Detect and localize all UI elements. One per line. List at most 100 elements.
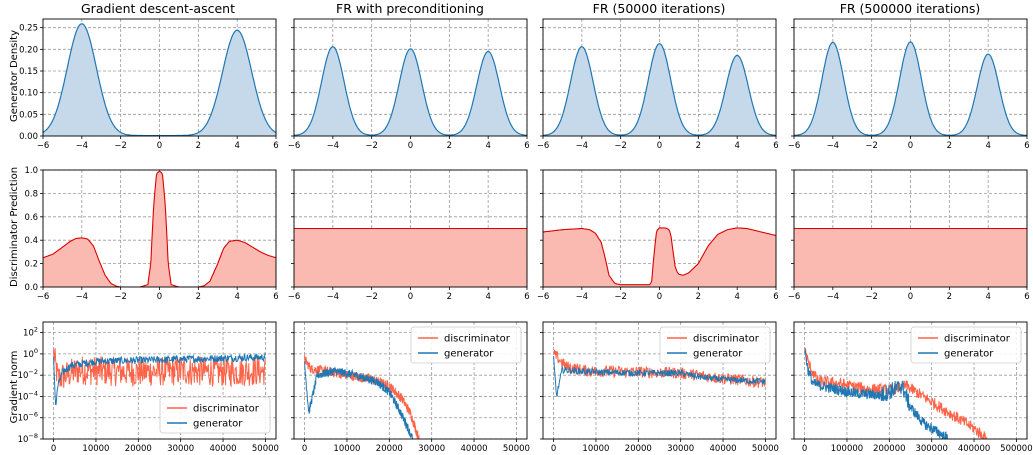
- ytick-label: 0.25: [19, 24, 38, 34]
- legend-label-generator: generator: [693, 349, 743, 360]
- panel-r2-c3: 0 100000 200000 300000 400000 500000 discrimin…: [791, 321, 1033, 454]
- density-fill: [543, 43, 776, 136]
- discriminator-norm-line: [304, 355, 420, 439]
- plot-marks: [53, 347, 266, 406]
- generator-norm-line: [304, 361, 414, 439]
- xtick-label: −2: [114, 292, 127, 302]
- xtick-label: 4: [485, 292, 490, 302]
- legend: discriminator generator: [410, 326, 522, 364]
- plot-marks: [43, 170, 276, 287]
- axes-frame: [293, 321, 528, 440]
- panel-r1-c2: −6 −4 −2 0 2 4 6: [537, 169, 779, 302]
- axes-frame: [793, 18, 1028, 137]
- panel-r2-c2: 0 10000 20000 30000 40000 50000 discriminator g…: [540, 321, 779, 454]
- xtick-label: −4: [576, 141, 589, 151]
- xtick-label: −4: [576, 292, 589, 302]
- xtick-label: −2: [114, 141, 127, 151]
- xtick-label: 0: [157, 141, 162, 151]
- xtick-label: 0: [657, 292, 662, 302]
- xtick-label: −6: [288, 292, 301, 302]
- axes-frame: [542, 18, 777, 137]
- xtick-label: −2: [865, 292, 878, 302]
- ytick-label: 0.00: [19, 132, 38, 142]
- legend-label-discriminator: discriminator: [944, 334, 1011, 345]
- ytick-label: 0.4: [24, 236, 38, 246]
- xtick-label: −6: [788, 141, 801, 151]
- ytick-label: 102: [23, 326, 38, 339]
- xtick-label: −2: [865, 141, 878, 151]
- panel-title-fr-preconditioning: FR with preconditioning: [336, 1, 484, 16]
- xtick-label: −2: [365, 292, 378, 302]
- xtick-label: 2: [696, 141, 701, 151]
- xtick-label: 0: [657, 141, 662, 151]
- ytick-label: 0.15: [19, 67, 38, 77]
- axes-frame: [542, 321, 777, 440]
- ytick-label: 1.0: [24, 166, 38, 176]
- xtick-label: 2: [947, 141, 952, 151]
- xtick-label: 20000: [125, 444, 152, 454]
- legend-label-generator: generator: [944, 349, 994, 360]
- xtick-label: 4: [985, 292, 990, 302]
- ticks: −6 −4 −2 0 2 4 6: [537, 27, 779, 151]
- xtick-label: 4: [234, 292, 239, 302]
- xtick-label: −4: [327, 292, 340, 302]
- plot-area: −6 −4 −2 0 2 4 60.000.050.100.150.200.25−6 −4 −2…: [18, 18, 1033, 454]
- xtick-label: 0: [908, 141, 913, 151]
- xtick-label: 0: [908, 292, 913, 302]
- ytick-label: 0.2: [24, 260, 38, 270]
- xtick-label: −2: [365, 141, 378, 151]
- axes-frame: [793, 321, 1028, 440]
- prediction-line: [43, 170, 276, 287]
- prediction-fill: [543, 227, 776, 287]
- ytick-label: 0.05: [19, 110, 38, 120]
- legend-box: [910, 326, 1022, 364]
- legend-label-generator: generator: [193, 419, 243, 430]
- axes-frame: [542, 169, 777, 288]
- ytick-label: 0.6: [24, 213, 38, 223]
- ticks: 0 10000 20000 30000 40000 50000: [540, 332, 779, 454]
- plot-marks: [543, 43, 776, 136]
- xtick-label: 10000: [333, 444, 360, 454]
- xtick-label: 10000: [582, 444, 609, 454]
- xtick-label: −4: [76, 141, 89, 151]
- xtick-label: −6: [288, 141, 301, 151]
- ticks: −6 −4 −2 0 2 4 6: [537, 169, 779, 302]
- axes-frame: [793, 169, 1028, 288]
- ytick-label: 0.20: [19, 45, 38, 55]
- xtick-label: −6: [37, 292, 50, 302]
- panel-r2-c0: 0 10000 20000 30000 40000 50000 10−8 10−6 10−4 10…: [18, 321, 279, 454]
- xtick-label: 0: [551, 444, 556, 454]
- density-fill: [794, 42, 1027, 136]
- xtick-label: 400000: [958, 444, 990, 454]
- ytick-label: 10−8: [18, 432, 38, 445]
- prediction-fill: [794, 228, 1027, 287]
- xtick-label: 2: [696, 292, 701, 302]
- ytick-label: 0.0: [24, 283, 38, 293]
- ylabel-generator-density: Generator Density: [9, 30, 20, 122]
- xtick-label: 30000: [667, 444, 694, 454]
- panel-titles: Gradient descent-ascent FR with precondi…: [81, 1, 980, 16]
- xtick-label: −4: [827, 141, 840, 151]
- xtick-label: 20000: [376, 444, 403, 454]
- xtick-label: 40000: [210, 444, 237, 454]
- xtick-label: 4: [734, 141, 739, 151]
- ytick-label: 0.10: [19, 89, 38, 99]
- panel-r0-c0: −6 −4 −2 0 2 4 6 0.00 0.05 0.10 0.15 0.20 0.25: [19, 18, 279, 151]
- xtick-label: −6: [788, 292, 801, 302]
- xtick-label: 6: [524, 292, 529, 302]
- xtick-label: 2: [196, 141, 201, 151]
- xtick-label: −4: [76, 292, 89, 302]
- plot-marks: [804, 347, 988, 439]
- legend-label-discriminator: discriminator: [193, 404, 260, 415]
- ticks: 0 10000 20000 30000 40000 50000: [291, 332, 530, 454]
- xtick-label: −6: [537, 292, 550, 302]
- density-line: [543, 43, 776, 136]
- xtick-label: 2: [196, 292, 201, 302]
- plot-marks: [794, 227, 1027, 287]
- prediction-line: [543, 227, 776, 286]
- xtick-label: 30000: [418, 444, 445, 454]
- plot-marks: [294, 46, 527, 136]
- density-fill: [43, 23, 276, 136]
- panel-r0-c1: −6 −4 −2 0 2 4 6: [288, 18, 530, 151]
- panel-r1-c0: −6 −4 −2 0 2 4 6 0.0 0.2 0.4 0.6 0.8 1.0: [24, 166, 278, 302]
